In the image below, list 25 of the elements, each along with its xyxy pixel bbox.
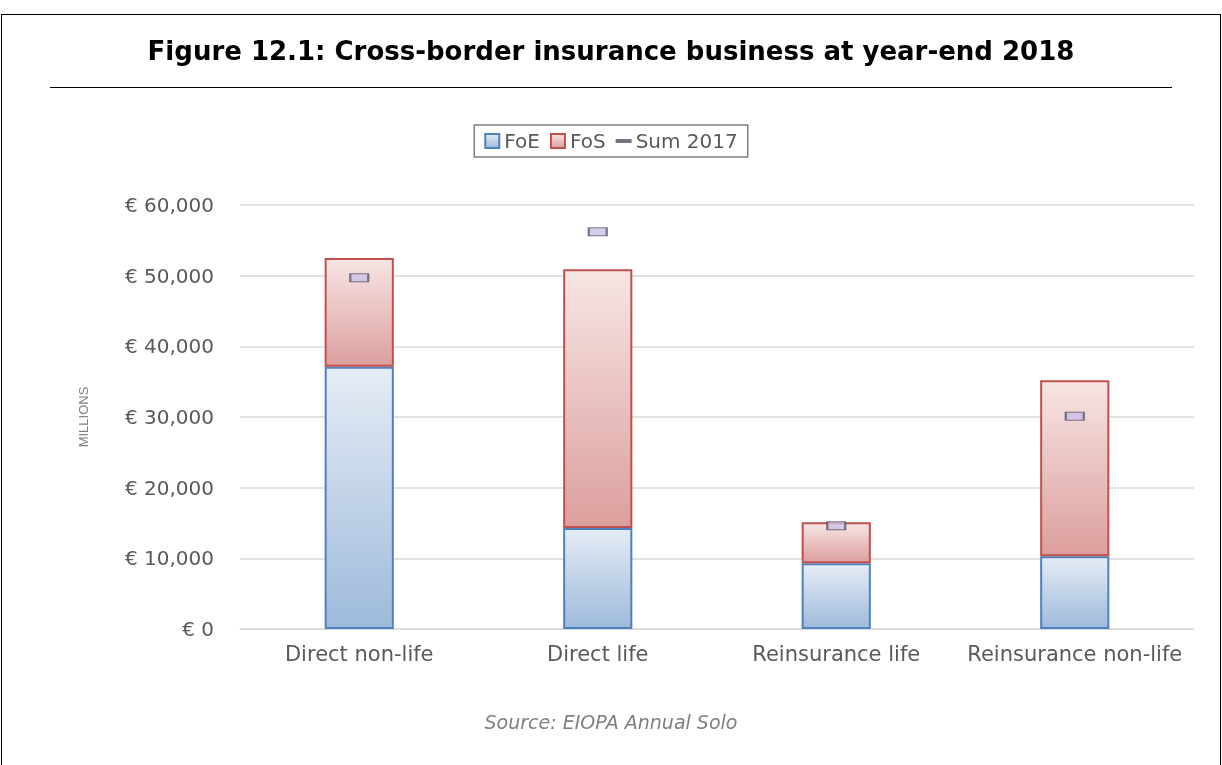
y-tick-label: € 50,000 [124,263,214,288]
bar [324,258,394,367]
bar [801,563,871,629]
x-tick-label: Reinsurance life [752,641,921,666]
y-tick-label: € 30,000 [124,405,214,429]
bar [1040,380,1110,557]
bar [801,522,871,564]
y-axis-title: MILLIONS [76,386,91,448]
y-tick-label: € 20,000 [124,475,214,500]
legend-label: Sum 2017 [635,129,738,153]
x-tick-label: Direct life [546,641,649,666]
y-tick-label: € 10,000 [124,546,214,571]
source-note: Source: EIOPA Annual Solo [483,711,739,733]
legend-label: FoE [504,129,540,153]
y-tick-label: € 0 [182,617,214,641]
bar [563,527,633,629]
bar [1040,556,1110,629]
bar [324,366,394,629]
x-tick-label: Direct non-life [284,641,434,666]
bar [563,269,633,528]
legend-label: FoS [569,129,606,153]
y-tick-label: € 60,000 [124,193,214,217]
y-tick-label: € 40,000 [124,334,214,359]
chart-title: Figure 12.1: Cross-border insurance business at year-end 2018 [50,15,1172,88]
x-tick-label: Reinsurance non-life [967,641,1183,666]
